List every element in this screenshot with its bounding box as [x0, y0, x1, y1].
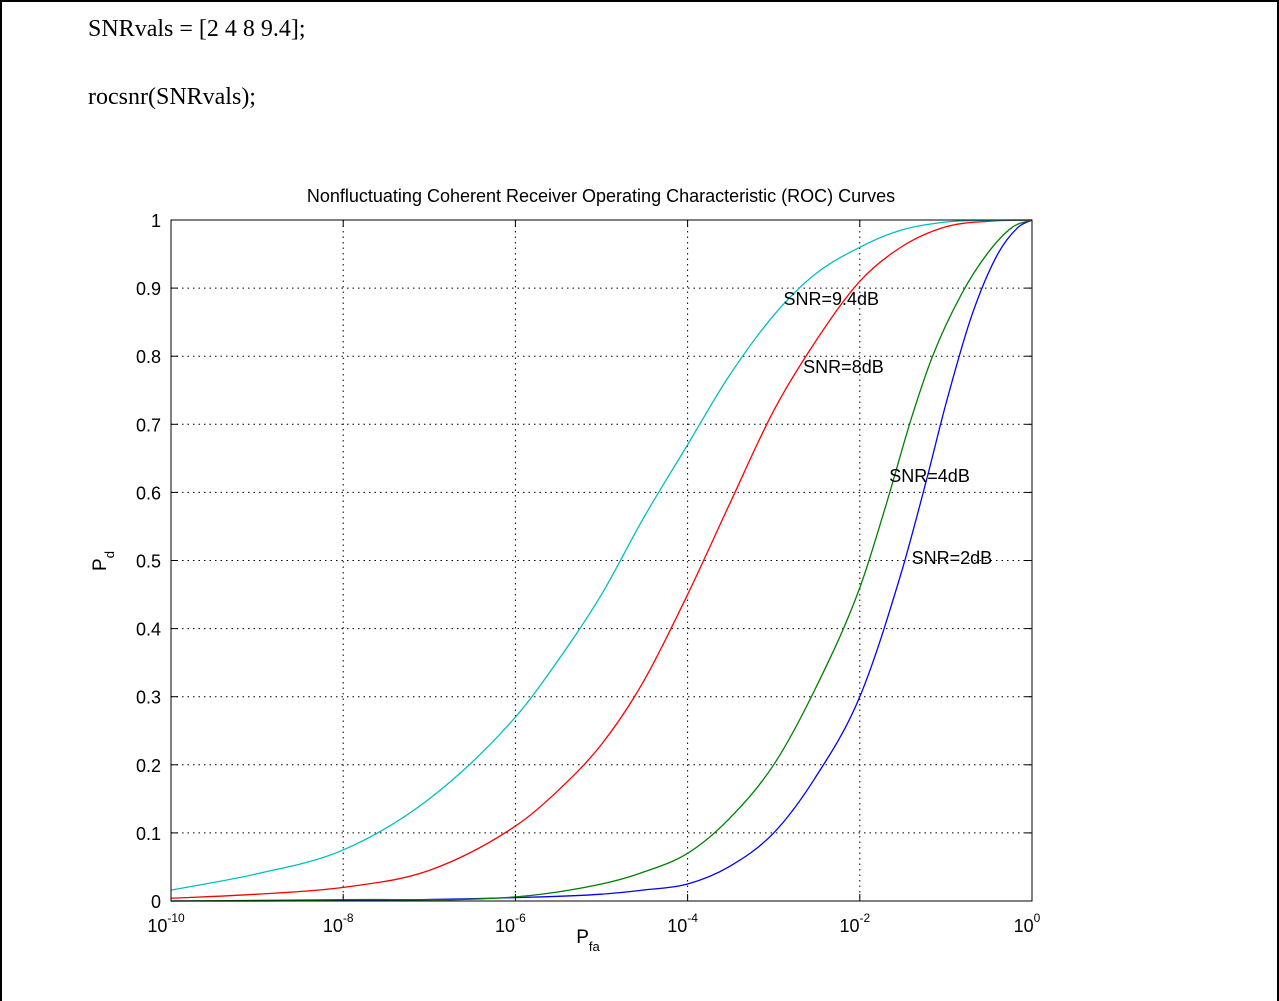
x-tick-label: 10-8: [323, 911, 354, 936]
y-tick-label: 0.1: [136, 824, 161, 844]
y-tick-label: 0.6: [136, 483, 161, 503]
y-tick-label: 0.2: [136, 756, 161, 776]
axis-labels-layer: 10-10 10-8 10-6 10-4 10-2 10000.10.20.30.40.5…: [136, 211, 1041, 936]
x-tick-base: 10: [839, 916, 859, 936]
code-line-snrvals: SNRvals = [2 4 8 9.4];: [88, 16, 306, 42]
x-axis-label-main: P: [576, 927, 589, 948]
x-tick-exponent: -6: [515, 911, 526, 925]
series-line-snr-8db: [170, 219, 1033, 899]
x-tick-base: 10: [495, 916, 515, 936]
y-axis-label: Pd: [90, 551, 117, 571]
curve-label: SNR=9.4dB: [784, 289, 880, 309]
x-axis-label-sub: fa: [589, 939, 601, 954]
tick-marks: [170, 219, 1033, 902]
x-tick-exponent: -2: [859, 911, 870, 925]
x-tick-label: 10-6: [495, 911, 526, 936]
y-tick-label: 1: [151, 211, 161, 231]
x-axis-label: Pfa: [576, 927, 600, 954]
x-tick-base: 10: [667, 916, 687, 936]
y-tick-label: 0.7: [136, 415, 161, 435]
code-line-rocsnr: rocsnr(SNRvals);: [88, 84, 256, 110]
curve-label: SNR=2dB: [912, 548, 993, 568]
curve-label: SNR=4dB: [889, 466, 970, 486]
curve-label: SNR=8dB: [803, 357, 884, 377]
x-tick-exponent: -8: [343, 911, 354, 925]
x-tick-label: 10-4: [667, 911, 698, 936]
y-tick-label: 0.9: [136, 279, 161, 299]
y-tick-label: 0.4: [136, 620, 161, 640]
y-tick-label: 0.8: [136, 347, 161, 367]
x-tick-exponent: -10: [167, 911, 185, 925]
chart-title: Nonfluctuating Coherent Receiver Operati…: [307, 186, 895, 206]
x-tick-label: 10-2: [839, 911, 870, 936]
y-axis-label-main: P: [90, 558, 111, 571]
x-tick-label: 10-10: [147, 911, 185, 936]
x-tick-exponent: 0: [1034, 911, 1041, 925]
series-line-snr-9-4db: [170, 219, 1033, 891]
y-tick-label: 0.5: [136, 552, 161, 572]
y-tick-label: 0: [151, 892, 161, 912]
x-tick-label: 100: [1014, 911, 1041, 936]
grid-lines: [171, 220, 1032, 901]
y-axis-label-sub: d: [102, 551, 117, 558]
x-tick-exponent: -4: [687, 911, 698, 925]
x-tick-base: 10: [323, 916, 343, 936]
x-tick-base: 10: [147, 916, 167, 936]
x-tick-base: 10: [1014, 916, 1034, 936]
y-tick-label: 0.3: [136, 688, 161, 708]
